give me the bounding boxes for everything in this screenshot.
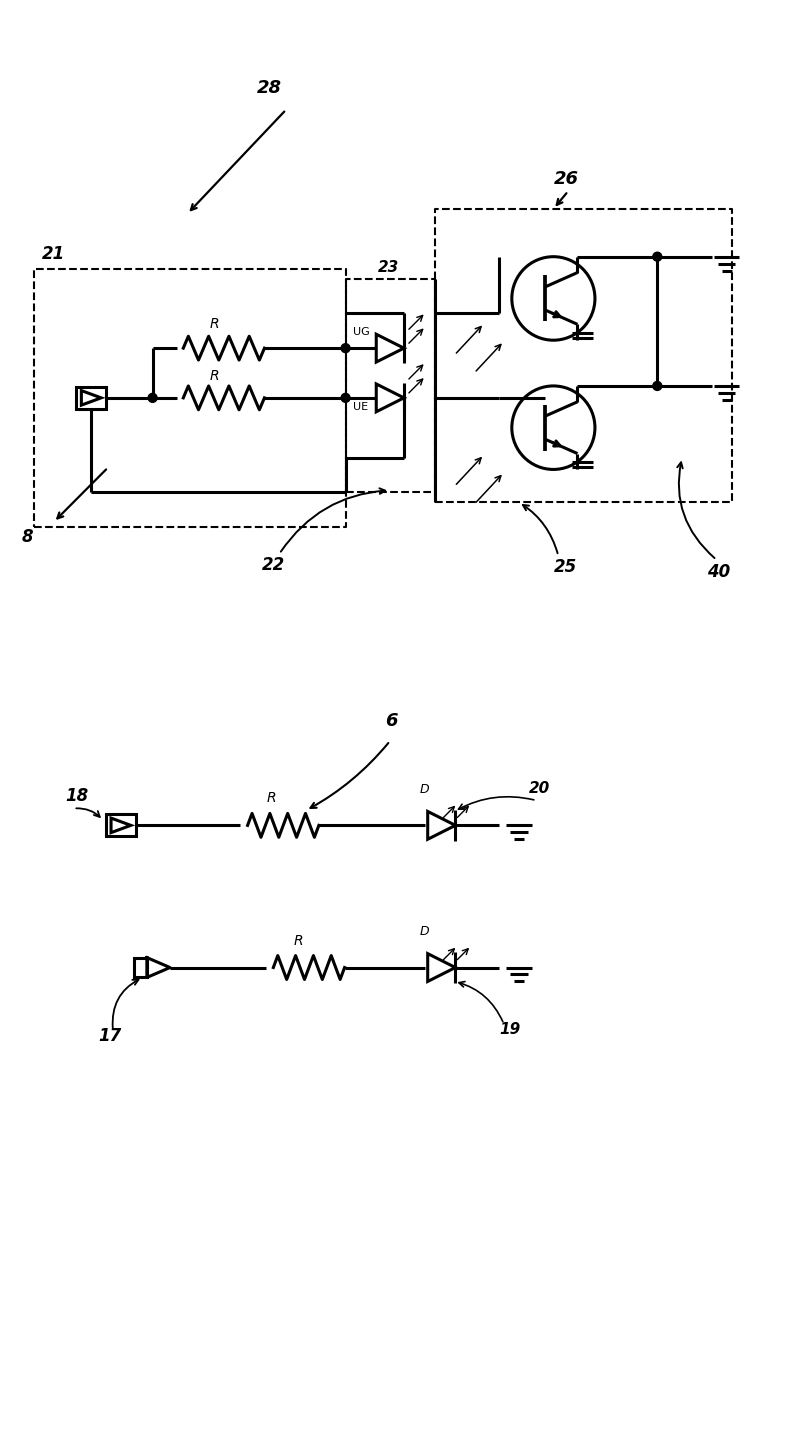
Circle shape [341,343,350,352]
Text: D: D [420,783,430,796]
Circle shape [341,394,350,402]
Text: D: D [420,924,430,937]
Text: 18: 18 [66,787,89,804]
Text: 8: 8 [22,528,34,547]
Bar [106,814,136,836]
Circle shape [148,394,157,402]
Text: 25: 25 [554,558,577,575]
Text: 26: 26 [554,170,578,187]
Circle shape [653,252,662,262]
Bar [134,957,147,977]
Text: 23: 23 [378,259,399,275]
Text: 28: 28 [257,79,282,97]
Text: R: R [266,791,276,806]
Text: 40: 40 [706,562,730,581]
Text: UE: UE [353,402,368,412]
Text: 20: 20 [529,780,550,796]
Text: R: R [210,369,220,384]
Text: UG: UG [353,328,370,338]
Bar [77,386,106,409]
Text: 19: 19 [499,1022,520,1037]
Text: R: R [210,318,220,331]
Text: R: R [294,933,304,947]
Text: 21: 21 [42,245,65,263]
Text: 22: 22 [262,555,285,574]
Text: 6: 6 [385,713,398,730]
Circle shape [653,382,662,391]
Text: 17: 17 [98,1027,122,1045]
